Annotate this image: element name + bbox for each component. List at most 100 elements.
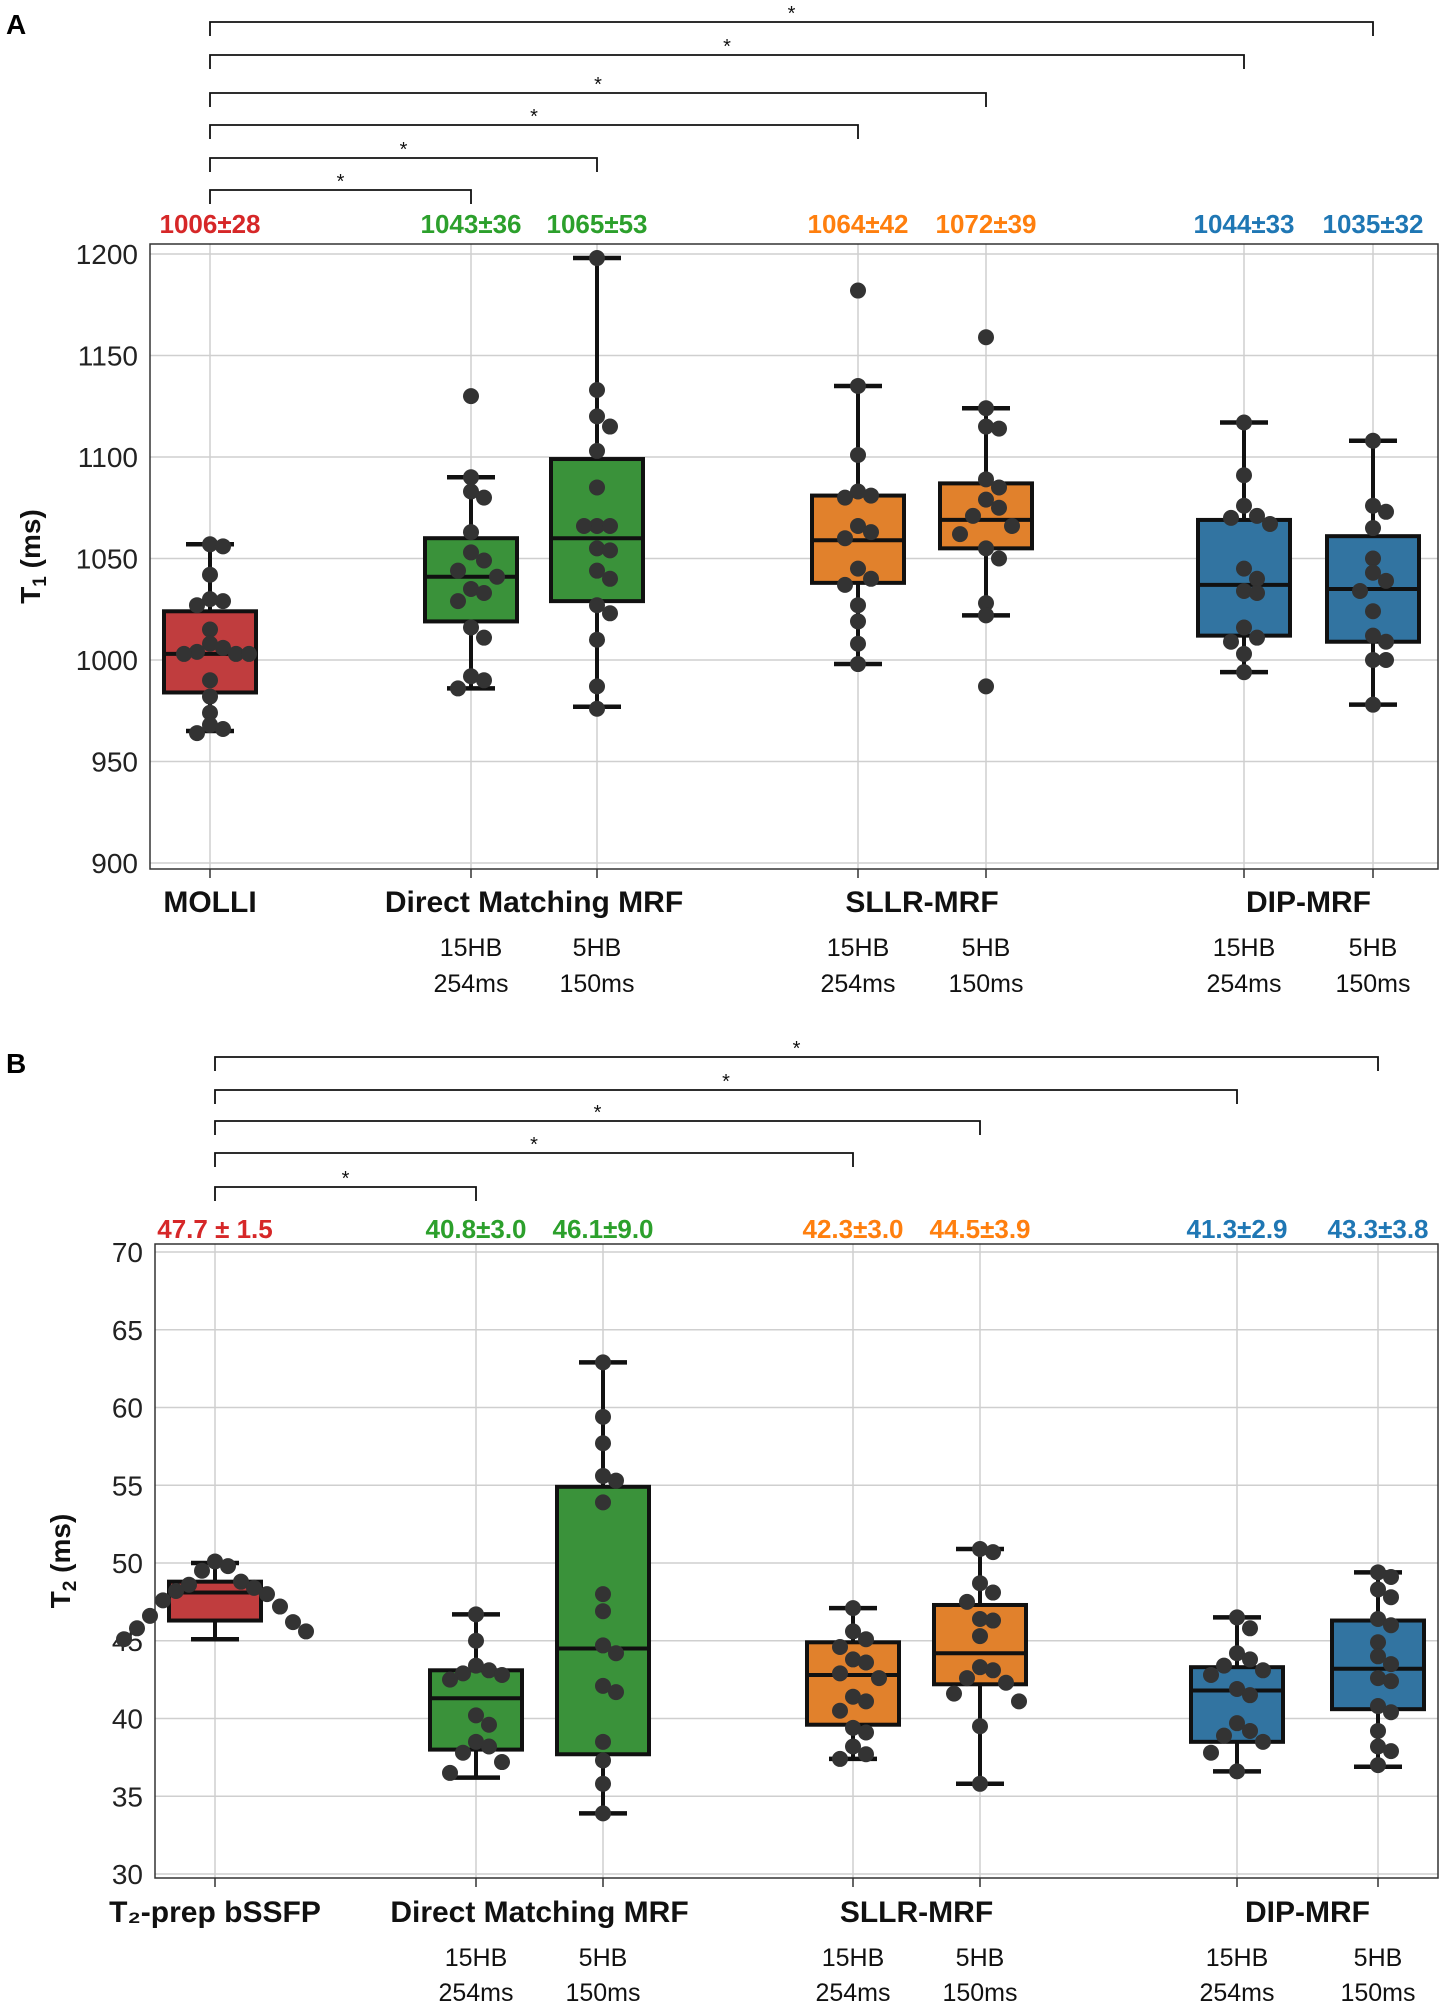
data-point	[259, 1586, 275, 1603]
data-point	[476, 585, 492, 602]
data-point	[1229, 1715, 1245, 1732]
y-tick-label: 1200	[76, 239, 138, 270]
data-point	[850, 446, 866, 463]
data-point	[481, 1738, 497, 1755]
data-point	[595, 1775, 611, 1792]
data-point	[858, 1631, 874, 1648]
data-point	[602, 570, 618, 587]
significance-star: *	[793, 1038, 801, 1060]
data-point	[589, 562, 605, 579]
data-point	[142, 1607, 158, 1624]
significance-star: *	[722, 1071, 730, 1093]
data-point	[1249, 585, 1265, 602]
x-sub-label: 254ms	[1199, 1979, 1274, 2007]
data-point	[602, 605, 618, 622]
box-0: 1006±28	[159, 209, 261, 742]
data-point	[589, 678, 605, 695]
data-point	[978, 329, 994, 346]
y-tick-label: 40	[112, 1704, 143, 1735]
y-axis-label: T2 (ms)	[45, 1514, 81, 1609]
data-point	[168, 1582, 184, 1599]
data-point	[991, 420, 1007, 437]
box-3: 1064±42 15HB 254ms	[807, 209, 908, 998]
data-point	[595, 1586, 611, 1603]
data-point	[476, 629, 492, 646]
significance-bracket	[214, 1186, 477, 1201]
data-point	[832, 1638, 848, 1655]
data-point	[1370, 1698, 1386, 1715]
data-point	[1229, 1645, 1245, 1662]
box-1: 40.8±3.0 15HB 254ms	[425, 1214, 526, 2007]
data-point	[450, 680, 466, 697]
stat-label: 47.7 ± 1.5	[157, 1214, 272, 1244]
data-point	[595, 1354, 611, 1371]
data-point	[1365, 550, 1381, 567]
data-point	[595, 1637, 611, 1654]
data-point	[589, 700, 605, 717]
data-point	[595, 1733, 611, 1750]
data-point	[1365, 497, 1381, 514]
data-point	[442, 1764, 458, 1781]
data-point	[1203, 1744, 1219, 1761]
data-point	[202, 591, 218, 608]
data-point	[202, 566, 218, 583]
data-point	[1242, 1722, 1258, 1739]
data-point	[463, 668, 479, 685]
data-point	[850, 597, 866, 614]
y-tick-label: 50	[112, 1548, 143, 1579]
panel-b: B303540455055606570T2 (ms)47.7 ± 1.540.8…	[6, 1038, 1439, 2007]
significance-bracket	[214, 1152, 854, 1167]
box-1: 1043±36 15HB 254ms	[420, 209, 521, 998]
x-sub-label: 150ms	[1335, 970, 1410, 998]
y-tick-label: 1150	[78, 341, 138, 372]
data-point	[233, 1573, 249, 1590]
x-sub-label: 150ms	[942, 1979, 1017, 2007]
data-point	[272, 1598, 288, 1615]
data-point	[215, 639, 231, 656]
data-point	[189, 725, 205, 742]
data-point	[468, 1632, 484, 1649]
data-point	[850, 560, 866, 577]
data-point	[978, 400, 994, 417]
significance-star: *	[337, 171, 345, 193]
data-point	[202, 635, 218, 652]
y-tick-label: 60	[112, 1393, 143, 1424]
data-point	[991, 499, 1007, 516]
data-point	[576, 518, 592, 535]
data-point	[246, 1579, 262, 1596]
data-point	[468, 1606, 484, 1623]
data-point	[595, 1435, 611, 1452]
y-axis-label-subscript: 1	[30, 576, 51, 587]
data-point	[494, 1666, 510, 1683]
stat-label: 46.1±9.0	[552, 1214, 653, 1244]
stat-label: 42.3±3.0	[802, 1214, 903, 1244]
data-point	[595, 1467, 611, 1484]
data-point	[455, 1665, 471, 1682]
data-point	[845, 1688, 861, 1705]
group-label: DIP-MRF	[1245, 1896, 1370, 1929]
y-axis-label-subscript: 2	[60, 1581, 81, 1592]
data-point	[1383, 1743, 1399, 1760]
box-4: 1072±39 5HB 150ms	[935, 209, 1036, 998]
data-point	[850, 483, 866, 500]
panel-a: A 900 950 1000 1050 1100 1150 1200 T1 (ms) 1006±2…	[6, 3, 1439, 998]
x-sub-label: 15HB	[822, 1944, 885, 1972]
box-4: 44.5±3.9 5HB 150ms	[929, 1214, 1030, 2007]
data-point	[1365, 627, 1381, 644]
box-2: 46.1±9.0 5HB 150ms	[552, 1214, 653, 2007]
data-point	[1255, 1662, 1271, 1679]
data-point	[602, 542, 618, 559]
significance-star: *	[594, 74, 602, 96]
data-point	[978, 540, 994, 557]
data-point	[1365, 696, 1381, 713]
box-0: 47.7 ± 1.5	[116, 1214, 314, 1648]
data-point	[1378, 572, 1394, 589]
group-label: Direct Matching MRF	[385, 886, 683, 919]
data-point	[845, 1738, 861, 1755]
data-point	[832, 1750, 848, 1767]
stat-label: 1044±33	[1193, 209, 1294, 239]
data-point	[1370, 1757, 1386, 1774]
data-point	[1370, 1564, 1386, 1581]
data-point	[463, 388, 479, 405]
data-point	[202, 716, 218, 733]
